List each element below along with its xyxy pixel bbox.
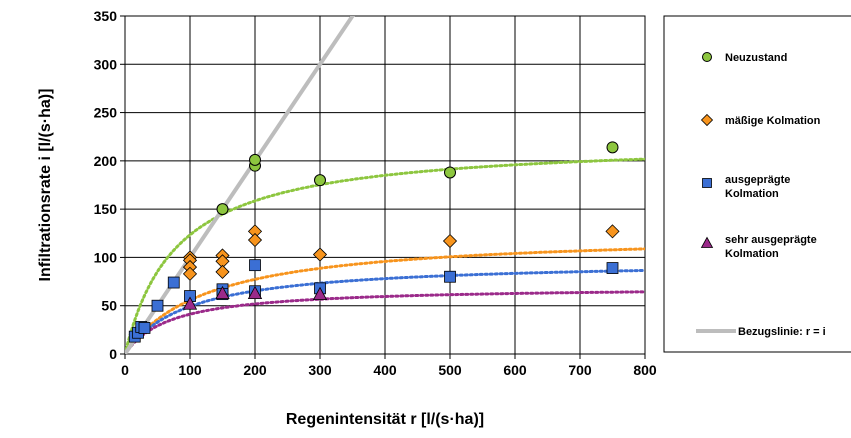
legend-marker-massige-kolmation <box>700 113 714 127</box>
y-tick-label: 200 <box>94 153 118 169</box>
point-neuzustand <box>216 203 229 216</box>
point-neuzustand <box>606 141 619 154</box>
x-tick-label: 0 <box>121 362 129 378</box>
series-neuzustand <box>216 141 619 216</box>
grid <box>120 15 646 359</box>
y-tick-label: 350 <box>94 8 118 24</box>
x-tick-labels: 0 100 200 300 400 500 600 700 800 <box>121 362 657 378</box>
x-tick-label: 200 <box>243 362 267 378</box>
x-tick-label: 700 <box>568 362 592 378</box>
legend-label: mäßige Kolmation <box>725 115 821 127</box>
y-tick-label: 250 <box>94 105 118 121</box>
trendline-sehr-ausgepragte-kolmation <box>125 290 645 354</box>
point-massige-kolmation <box>442 233 458 249</box>
point-neuzustand <box>444 166 456 179</box>
x-tick-label: 800 <box>633 362 657 378</box>
point-sehr-ausgepragte-kolmation <box>182 296 198 310</box>
reference-line <box>125 16 355 354</box>
y-tick-label: 50 <box>101 298 117 314</box>
x-tick-label: 500 <box>438 362 462 378</box>
trendline-ausgepragte-kolmation <box>125 269 645 354</box>
legend: Neuzustand mäßige Kolmation ausgeprägte Kol… <box>663 15 851 353</box>
point-ausgepragte-kolmation <box>606 262 619 274</box>
reference-line-r-equals-i <box>125 16 355 354</box>
point-ausgepragte-kolmation <box>167 276 180 289</box>
legend-box <box>663 15 851 353</box>
y-tick-label: 300 <box>94 56 118 72</box>
legend-item-massige-kolmation: mäßige Kolmation <box>700 113 821 127</box>
legend-label: sehr ausgeprägte <box>725 234 817 246</box>
point-massige-kolmation <box>312 247 328 262</box>
x-tick-label: 300 <box>308 362 332 378</box>
legend-item-neuzustand: Neuzustand <box>702 52 787 64</box>
legend-marker-ausgepragte-kolmation <box>702 178 712 188</box>
y-axis-title: Infiltrationsrate i [l/(s·ha)] <box>37 89 54 282</box>
point-ausgepragte-kolmation <box>444 270 456 283</box>
legend-label: Kolmation <box>725 188 779 200</box>
x-axis-title: Regenintensität r [l/(s·ha)] <box>286 411 484 428</box>
point-neuzustand <box>314 174 326 187</box>
data-points <box>128 141 620 343</box>
y-tick-label: 100 <box>94 249 118 265</box>
point-sehr-ausgepragte-kolmation <box>247 285 263 300</box>
y-tick-label: 150 <box>94 201 118 217</box>
legend-item-ausgepragte-kolmation: ausgeprägte Kolmation <box>702 174 790 200</box>
legend-marker-sehr-ausgepragte-kolmation <box>700 236 714 248</box>
point-ausgepragte-kolmation <box>249 259 261 272</box>
trendlines <box>125 157 645 354</box>
x-tick-label: 600 <box>503 362 527 378</box>
legend-label: ausgeprägte <box>725 174 790 186</box>
x-tick-label: 400 <box>373 362 397 378</box>
series-sehr-ausgepragte-kolmation <box>182 285 328 310</box>
point-sehr-ausgepragte-kolmation <box>312 286 328 301</box>
y-tick-label: 0 <box>109 346 117 362</box>
point-massige-kolmation <box>182 266 198 281</box>
trendline-massige-kolmation <box>125 247 645 354</box>
point-ausgepragte-kolmation <box>151 299 164 312</box>
y-tick-labels: 0 50 100 150 200 250 300 350 <box>94 8 118 362</box>
legend-marker-neuzustand <box>702 52 712 62</box>
legend-label: Kolmation <box>725 248 779 260</box>
legend-label: Neuzustand <box>725 52 787 64</box>
legend-item-bezugslinie-r-i: Bezugslinie: r = i <box>696 326 826 338</box>
point-ausgepragte-kolmation <box>138 322 151 334</box>
legend-item-sehr-ausgepragte-kolmation: sehr ausgeprägte Kolmation <box>700 234 817 260</box>
point-sehr-ausgepragte-kolmation <box>215 285 230 300</box>
legend-label: Bezugslinie: r = i <box>738 326 826 338</box>
point-massige-kolmation <box>605 224 620 239</box>
series-massige-kolmation <box>182 224 620 281</box>
point-massige-kolmation <box>215 264 230 279</box>
point-neuzustand <box>249 153 261 166</box>
x-tick-label: 100 <box>178 362 202 378</box>
point-massige-kolmation <box>247 232 263 248</box>
trendline-neuzustand <box>125 157 645 354</box>
